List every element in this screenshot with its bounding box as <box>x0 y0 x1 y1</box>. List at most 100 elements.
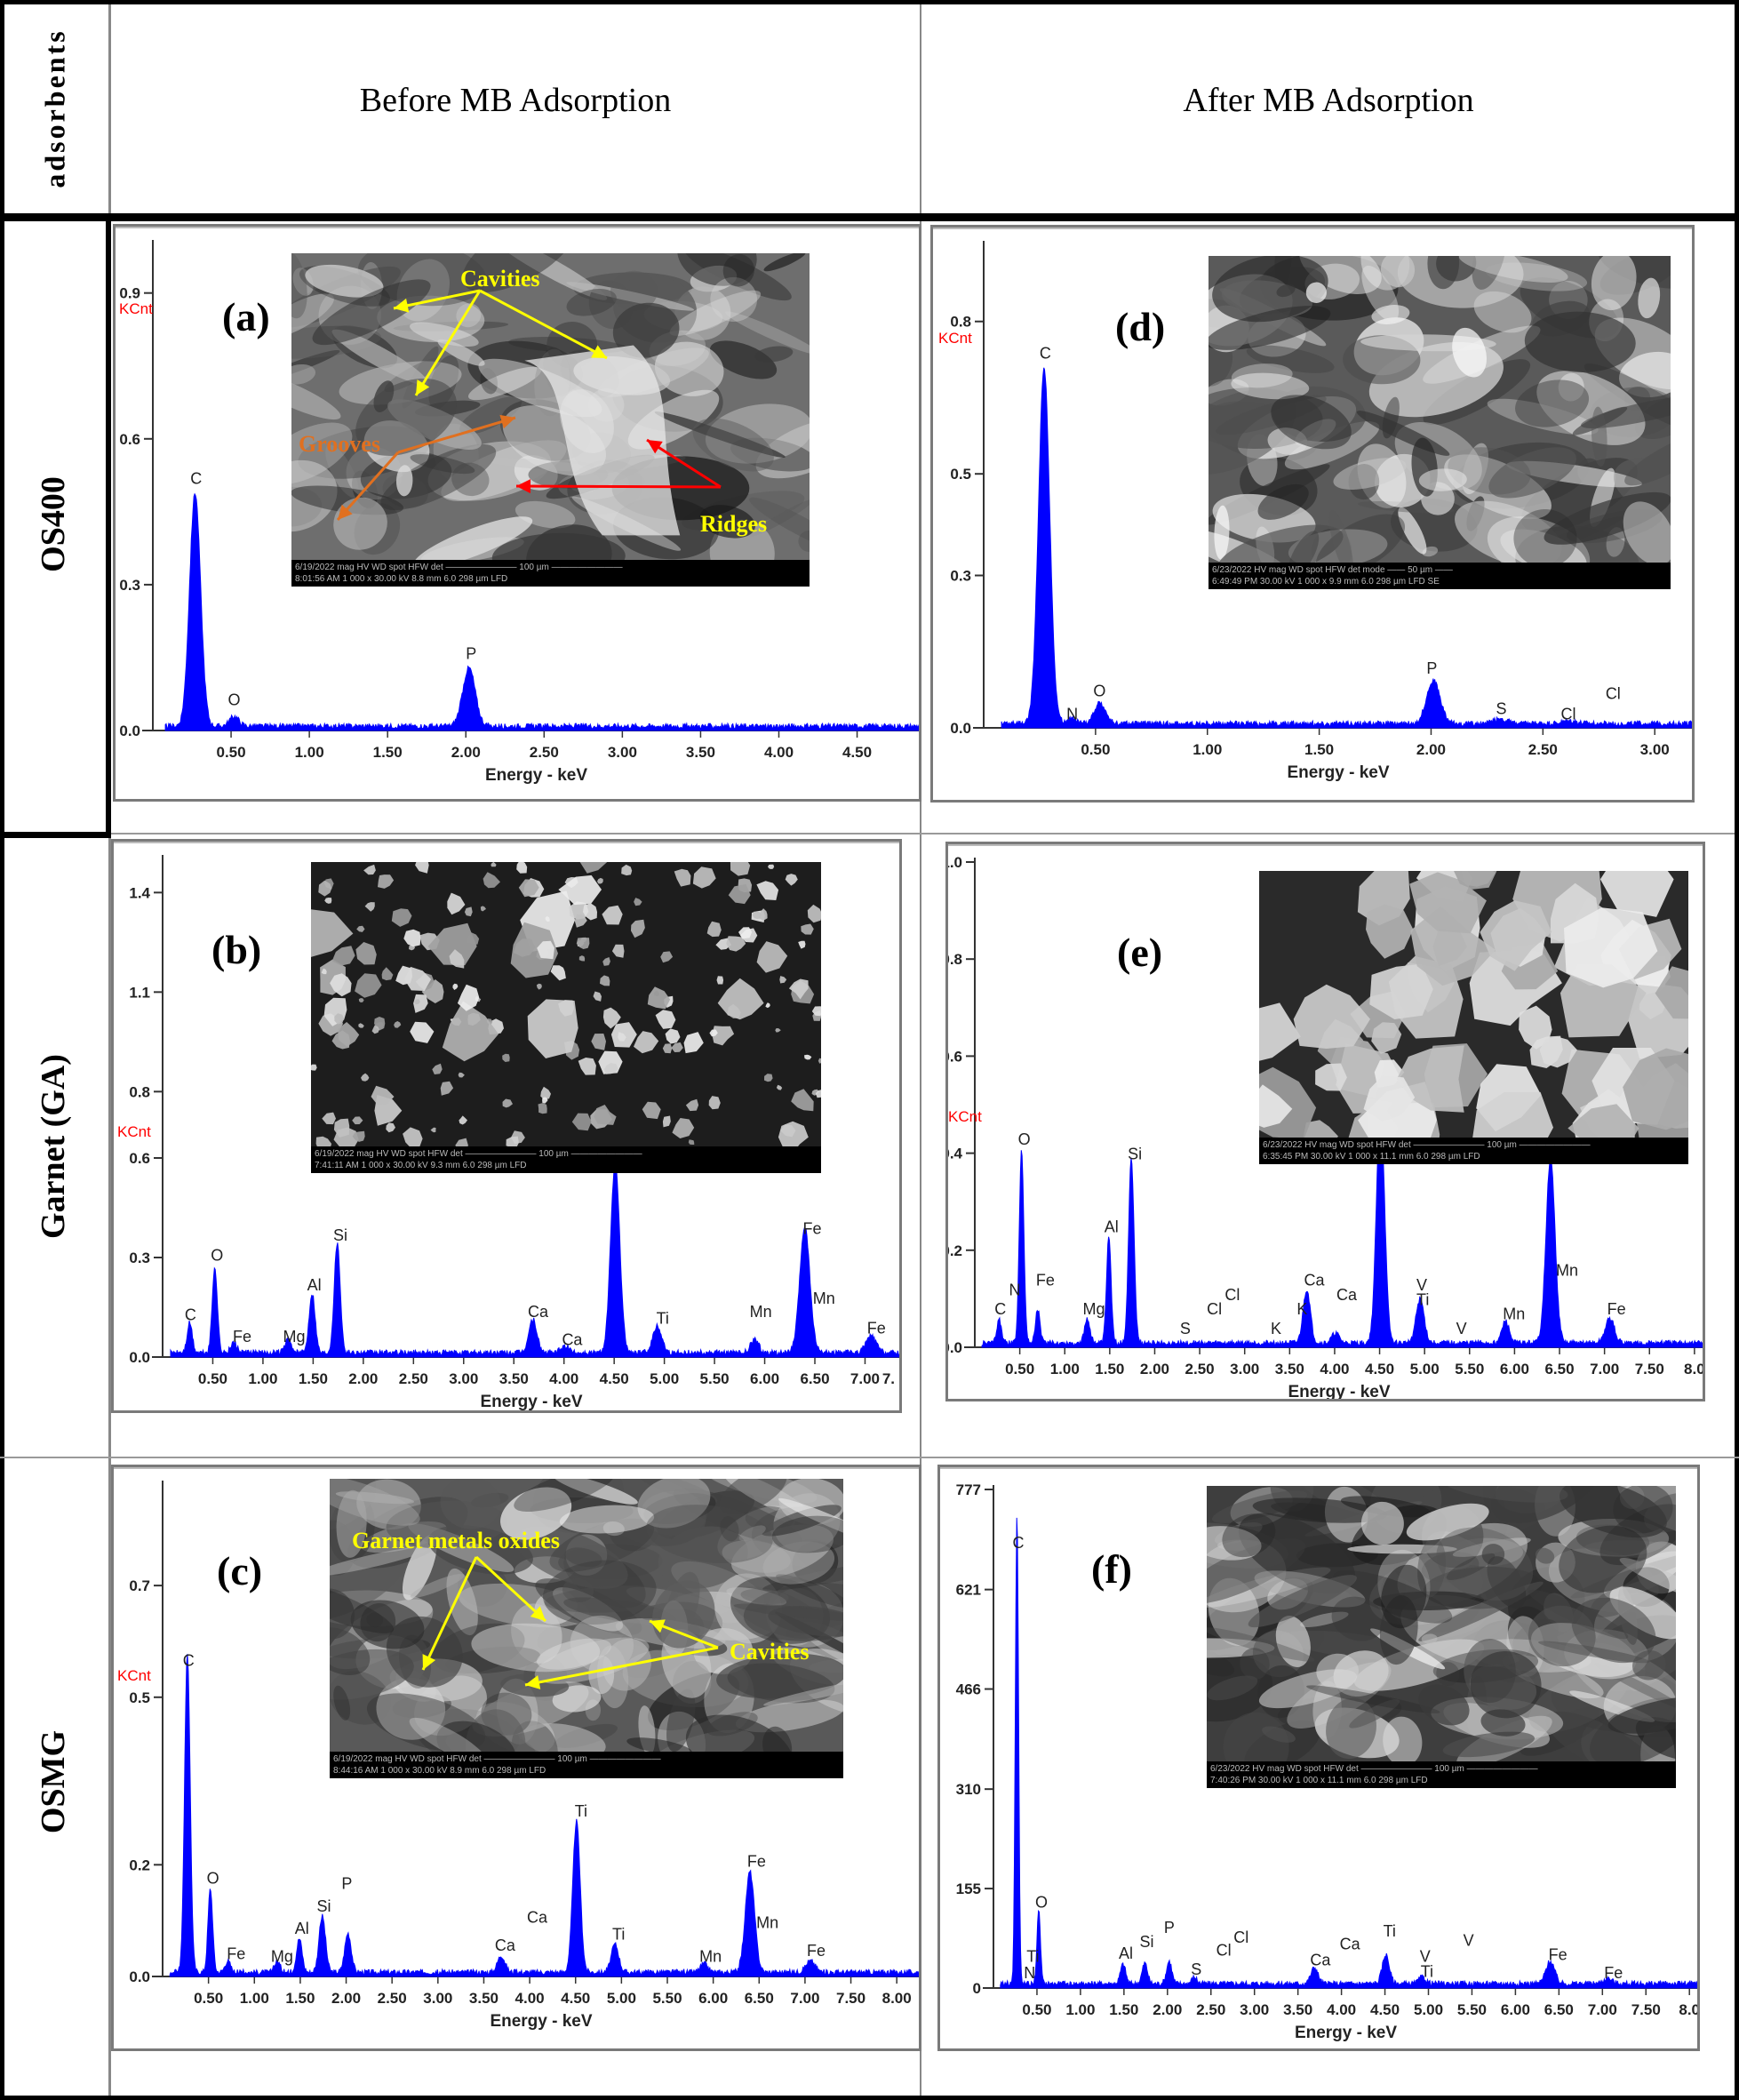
y-tick-label: 1.0 <box>948 854 962 871</box>
peak-element-label: Cl <box>1224 1286 1240 1304</box>
sem-metadata-bar: 6/19/2022 mag HV WD spot HFW det ———————… <box>311 1146 821 1173</box>
x-tick-label: 1.50 <box>373 744 403 761</box>
x-tick-label: 3.00 <box>423 1990 452 2007</box>
peak-element-label: N <box>1024 1964 1035 1982</box>
sem-annotation-arrows <box>336 289 722 522</box>
peak-element-label: Cl <box>1207 1300 1222 1318</box>
peak-element-label: Cl <box>1560 705 1575 723</box>
row-label-garnet: Garnet (GA) <box>35 1054 72 1239</box>
x-tick-label: 4.50 <box>1370 2001 1400 2018</box>
x-tick-label: 2.50 <box>530 744 559 761</box>
x-tick-label: 6.50 <box>1544 2001 1574 2018</box>
peak-element-label: Fe <box>233 1328 251 1345</box>
peak-element-label: Fe <box>1549 1946 1567 1964</box>
x-tick-label: 4.00 <box>515 1990 545 2007</box>
x-tick-label: 2.00 <box>331 1990 361 2007</box>
sem-metadata-line-1: 6/23/2022 HV mag WD spot HFW det ———————… <box>1210 1764 1538 1774</box>
y-axis-unit-label: KCnt <box>117 1667 151 1684</box>
peak-element-label: Mn <box>699 1947 722 1965</box>
x-tick-label: 6.50 <box>800 1370 829 1387</box>
peak-element-label: Ca <box>562 1331 583 1349</box>
peak-element-label: C <box>1040 344 1051 362</box>
peak-element-label: S <box>1191 1960 1201 1978</box>
sem-micrograph-texture <box>291 253 810 560</box>
peak-element-label: Fe <box>867 1320 886 1337</box>
spectrum-area <box>164 492 919 731</box>
x-tick-label: 4.00 <box>764 744 794 761</box>
peak-element-label: Ti <box>575 1802 587 1820</box>
peak-element-label: P <box>466 644 476 662</box>
peak-element-label: O <box>1018 1130 1031 1148</box>
edx-panel-f: 0 155 310 466 621 777 0.50 1.00 1.50 2.00 2.50 3.00… <box>937 1465 1700 2051</box>
panel-letter-a: (a) <box>222 294 270 339</box>
y-tick-label: 1.4 <box>129 884 150 901</box>
y-tick-label: 310 <box>956 1781 981 1798</box>
edx-spectrum-b: 0.0 0.3 0.6 0.8 1.1 1.4 0.50 1.00 1.50 2.00 2.50 3.… <box>117 855 899 1410</box>
sem-micrograph-texture <box>1209 256 1671 563</box>
row1-row2-border-light <box>111 833 1735 834</box>
x-tick-label: 3.00 <box>449 1370 478 1387</box>
sem-micrograph-inset: 6/19/2022 mag HV WD spot HFW det ———————… <box>330 1479 843 1778</box>
header-before-mb-adsorption: Before MB Adsorption <box>359 82 672 119</box>
y-tick-label: 155 <box>956 1880 981 1897</box>
peak-element-label: Al <box>307 1276 322 1294</box>
peak-element-label: O <box>211 1246 223 1264</box>
peak-element-label: Ti <box>1421 1962 1433 1980</box>
peak-element-label: Si <box>333 1226 347 1244</box>
peak-element-label: Si <box>1128 1146 1142 1163</box>
sem-metadata-line-2: 8:01:56 AM 1 000 x 30.00 kV 8.8 mm 6.0 2… <box>295 574 508 584</box>
sem-metadata-line-2: 6:35:45 PM 30.00 kV 1 000 x 11.1 mm 6.0 … <box>1263 1152 1480 1162</box>
x-tick-label: 8.00 <box>882 1990 912 2007</box>
x-tick-label: 5.50 <box>700 1370 730 1387</box>
peak-element-label: Mn <box>813 1290 835 1307</box>
y-tick-label: 777 <box>956 1481 981 1498</box>
x-tick-label: 1.00 <box>1193 741 1222 758</box>
x-tick-label: 3.00 <box>608 744 637 761</box>
peak-element-label: Ti <box>657 1309 669 1327</box>
peak-element-label: Ti <box>1416 1290 1429 1308</box>
peak-element-label: K <box>1271 1320 1281 1337</box>
column-divider-middle <box>920 4 921 2096</box>
x-tick-label: 4.00 <box>1320 1361 1349 1377</box>
header-adsorbents-label: adsorbents <box>38 28 71 188</box>
y-tick-label: 0.7 <box>129 1577 150 1594</box>
peak-element-label: V <box>1416 1276 1427 1294</box>
peak-element-label: P <box>341 1875 352 1893</box>
y-tick-label: 466 <box>956 1681 981 1698</box>
x-tick-label: 1.00 <box>295 744 324 761</box>
y-tick-label: 0 <box>973 1980 981 1997</box>
sem-metadata-line-1: 6/23/2022 HV mag WD spot HFW det mode ——… <box>1212 565 1453 575</box>
peak-element-label: Cl <box>1233 1928 1248 1946</box>
x-tick-label: 0.50 <box>194 1990 223 2007</box>
peak-element-label: Ca <box>1310 1951 1331 1968</box>
annotation-grooves: Grooves <box>299 431 380 457</box>
y-tick-label: 0.6 <box>948 1048 962 1065</box>
peak-element-label: K <box>1296 1300 1307 1318</box>
x-tick-label: 0.50 <box>1022 2001 1051 2018</box>
row-label-os400: OS400 <box>35 476 72 572</box>
sem-micrograph-inset: 6/19/2022 mag HV WD spot HFW det ———————… <box>291 253 810 587</box>
row2-row3-border <box>0 1457 1739 1458</box>
peak-element-label: Cl <box>1217 1942 1232 1960</box>
x-tick-label: 8.0 <box>1679 2001 1697 2018</box>
edx-spectrum-f: 0 155 310 466 621 777 0.50 1.00 1.50 2.00 2.50 3.00… <box>956 1481 1697 2042</box>
x-tick-label: 1.00 <box>240 1990 269 2007</box>
y-tick-label: 1.1 <box>129 984 150 1001</box>
x-tick-label: 6.50 <box>745 1990 774 2007</box>
x-tick-label: 4.50 <box>600 1370 629 1387</box>
peak-element-label: C <box>994 1300 1006 1318</box>
x-tick-label: 2.00 <box>1140 1361 1169 1377</box>
peak-element-label: Al <box>1119 1944 1133 1962</box>
annotation-cavities: Cavities <box>460 266 540 291</box>
x-axis-label: Energy - keV <box>1295 2024 1397 2042</box>
peak-element-label: P <box>1426 659 1437 677</box>
sem-metadata-line-1: 6/19/2022 mag HV WD spot HFW det ———————… <box>295 563 623 572</box>
sem-metadata-bar: 6/23/2022 HV mag WD spot HFW det mode ——… <box>1209 563 1671 589</box>
x-tick-label: 3.00 <box>1640 741 1670 758</box>
panel-letter-e: (e) <box>1117 930 1163 975</box>
y-tick-label: 0.3 <box>950 568 971 585</box>
peak-element-label: Ti <box>1026 1948 1039 1966</box>
panel-letter-f: (f) <box>1091 1546 1132 1592</box>
peak-element-label: Mg <box>1082 1300 1105 1318</box>
svg-text:7.: 7. <box>882 1370 895 1387</box>
